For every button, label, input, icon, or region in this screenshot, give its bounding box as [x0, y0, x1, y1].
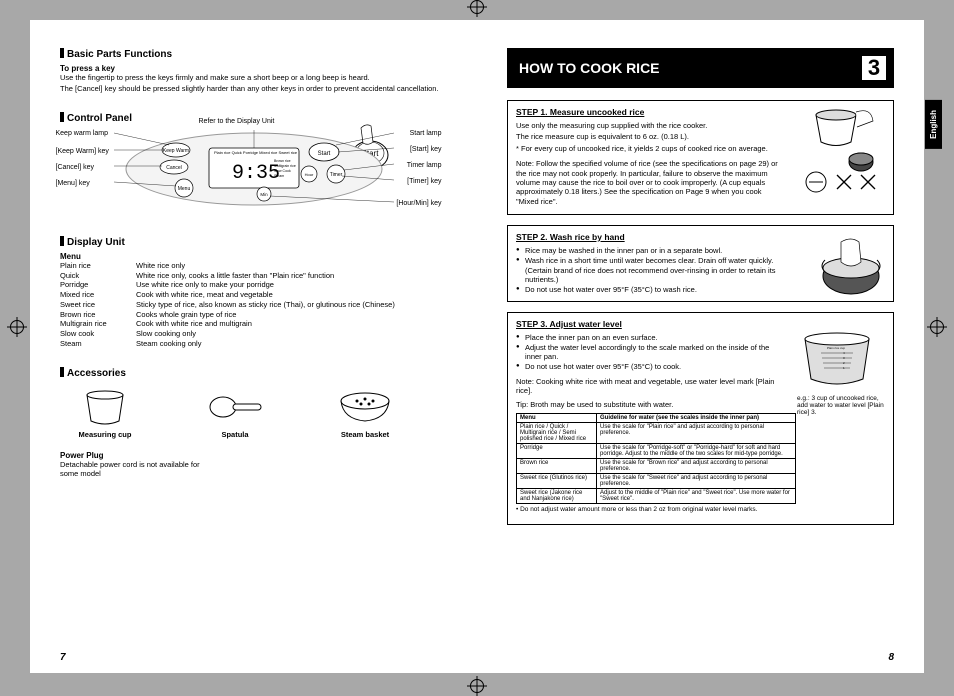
- document-spread: Basic Parts Functions To press a key Use…: [30, 20, 924, 673]
- svg-text:Plain rice cup: Plain rice cup: [827, 346, 845, 350]
- label-cancel-key: [Cancel] key: [56, 164, 95, 171]
- svg-text:9:35: 9:35: [232, 162, 280, 185]
- svg-text:Cancel: Cancel: [166, 165, 182, 171]
- bullet: Rice may be washed in the inner pan or i…: [516, 246, 786, 256]
- heading-accessories: Accessories: [60, 367, 447, 379]
- chapter-number: 3: [860, 54, 888, 82]
- menu-row: Brown riceCooks whole grain type of rice: [60, 310, 447, 320]
- table-row: PorridgeUse the scale for "Porridge-soft…: [517, 443, 796, 458]
- step-2: STEP 2. Wash rice by hand Rice may be wa…: [507, 225, 894, 302]
- section-accessories: Accessories Measuring cup Spatula Steam …: [60, 367, 447, 479]
- table-footnote: • Do not adjust water amount more or les…: [516, 506, 786, 514]
- svg-text:Start: Start: [317, 151, 330, 157]
- menu-row: Multigrain riceCook with white rice and …: [60, 319, 447, 329]
- label-menu-key: [Menu] key: [56, 180, 90, 187]
- svg-text:Timer: Timer: [329, 172, 342, 178]
- caption: e.g.: 3 cup of uncooked rice, add water …: [797, 395, 887, 416]
- heading-basic: Basic Parts Functions: [60, 48, 447, 60]
- chapter-header: HOW TO COOK RICE 3: [507, 48, 894, 88]
- accessory-steam-basket: Steam basket: [320, 387, 410, 439]
- power-plug-heading: Power Plug: [60, 451, 447, 460]
- menu-row: Mixed riceCook with white rice, meat and…: [60, 290, 447, 300]
- label-refer: Refer to the Display Unit: [199, 118, 275, 125]
- svg-text:Slow Cook: Slow Cook: [274, 169, 291, 173]
- svg-text:Brown rice: Brown rice: [274, 159, 291, 163]
- label-timer-lamp: Timer lamp: [407, 162, 442, 169]
- step-3: STEP 3. Adjust water level Place the inn…: [507, 312, 894, 525]
- label-start-lamp: Start lamp: [410, 130, 442, 137]
- svg-text:Menu: Menu: [177, 186, 190, 192]
- menu-row: Plain riceWhite rice only: [60, 261, 447, 271]
- svg-text:Multigrain rice: Multigrain rice: [274, 164, 296, 168]
- label-hourmin-key: [Hour/Min] key: [396, 200, 441, 207]
- label-timer-key: [Timer] key: [407, 178, 441, 185]
- menu-row: SteamSteam cooking only: [60, 339, 447, 349]
- illustration-wash-rice: [815, 232, 887, 300]
- registration-mark: [470, 679, 484, 693]
- bullet: Adjust the water level accordingly to th…: [516, 343, 786, 363]
- chapter-title: HOW TO COOK RICE: [519, 60, 660, 76]
- language-tab: English: [925, 100, 942, 149]
- note: Note: Follow the specified volume of ric…: [516, 159, 786, 206]
- table-row: Brown riceUse the scale for "Brown rice"…: [517, 458, 796, 473]
- page-left: Basic Parts Functions To press a key Use…: [30, 20, 477, 673]
- water-guideline-table: MenuGuideline for water (see the scales …: [516, 413, 796, 504]
- svg-text:Hour: Hour: [304, 172, 313, 177]
- svg-text:Steam: Steam: [274, 174, 284, 178]
- th: Menu: [517, 413, 597, 422]
- menu-row: QuickWhite rice only, cooks a little fas…: [60, 271, 447, 281]
- menu-row: PorridgeUse white rice only to make your…: [60, 280, 447, 290]
- power-plug-text: Detachable power cord is not available f…: [60, 460, 220, 479]
- menu-label: Menu: [60, 252, 447, 261]
- svg-text:Keep Warm: Keep Warm: [162, 148, 188, 154]
- table-row: Plain rice / Quick / Multigrain rice / S…: [517, 422, 796, 443]
- para: * For every cup of uncooked rice, it yie…: [516, 144, 786, 153]
- accessory-measuring-cup: Measuring cup: [60, 387, 150, 439]
- section-basic-parts: Basic Parts Functions To press a key Use…: [60, 48, 447, 94]
- bullet: Wash rice in a short time until water be…: [516, 256, 786, 285]
- page-right: HOW TO COOK RICE 3 English STEP 1. Measu…: [477, 20, 924, 673]
- page-number-right: 8: [888, 652, 894, 663]
- accessory-spatula: Spatula: [190, 387, 280, 439]
- menu-row: Sweet riceSticky type of rice, also know…: [60, 300, 447, 310]
- step-3-title: STEP 3. Adjust water level: [516, 319, 885, 329]
- illustration-measure-rice: [801, 107, 887, 199]
- heading-display: Display Unit: [60, 236, 447, 248]
- section-display-unit: Display Unit Menu Plain riceWhite rice o…: [60, 236, 447, 349]
- illustration-water-level: Plain rice cup4321 e.g.: 3 cup of uncook…: [797, 329, 887, 416]
- para: The [Cancel] key should be pressed sligh…: [60, 84, 447, 93]
- label-start-key: [Start] key: [410, 146, 442, 153]
- note: Note: Cooking white rice with meat and v…: [516, 377, 786, 396]
- label-keepwarm-key: [Keep Warm] key: [56, 148, 109, 155]
- page-number-left: 7: [60, 652, 66, 663]
- subhead-press-key: To press a key: [60, 64, 447, 73]
- para: Use only the measuring cup supplied with…: [516, 121, 786, 130]
- menu-row: Slow cookSlow cooking only: [60, 329, 447, 339]
- step-1: STEP 1. Measure uncooked rice Use only t…: [507, 100, 894, 215]
- th: Guideline for water (see the scales insi…: [597, 413, 796, 422]
- registration-mark: [10, 320, 24, 334]
- svg-text:Min: Min: [260, 192, 268, 197]
- bullet: Do not use hot water over 95°F (35°C) to…: [516, 285, 786, 295]
- para: The rice measure cup is equivalent to 6 …: [516, 132, 786, 141]
- bullet: Do not use hot water over 95°F (35°C) to…: [516, 362, 786, 372]
- table-row: Sweet rice (Glutinos rice)Use the scale …: [517, 473, 796, 488]
- label-keepwarm-lamp: Keep warm lamp: [56, 130, 109, 137]
- registration-mark: [470, 0, 484, 14]
- illustration-control-panel: Keep warm lamp [Keep Warm] key [Cancel] …: [114, 130, 394, 208]
- table-row: Sweet rice (Jakone rice and Nanjakone ri…: [517, 488, 796, 503]
- menu-table: Plain riceWhite rice onlyQuickWhite rice…: [60, 261, 447, 349]
- bullet: Place the inner pan on an even surface.: [516, 333, 786, 343]
- registration-mark: [930, 320, 944, 334]
- svg-text:Plain rice Quick Porridge Mixe: Plain rice Quick Porridge Mixed rice Swe…: [214, 150, 298, 155]
- para: Use the fingertip to press the keys firm…: [60, 73, 447, 82]
